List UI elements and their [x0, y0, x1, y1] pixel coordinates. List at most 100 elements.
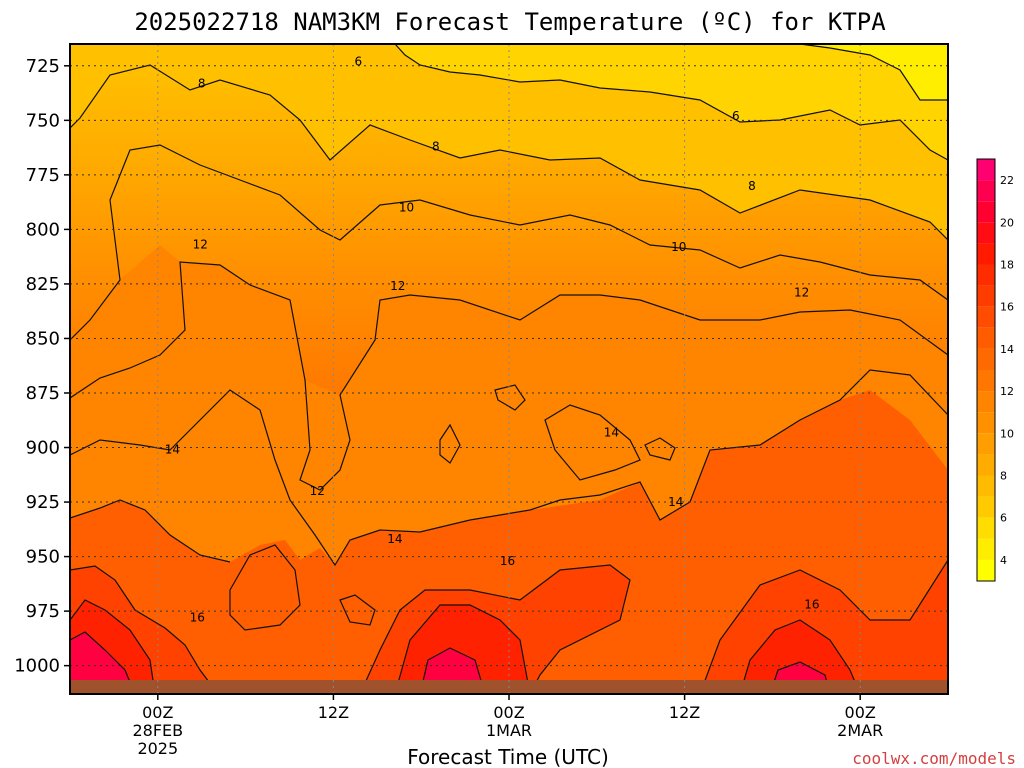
contour-label: 16 [804, 598, 819, 612]
contour-label: 14 [387, 532, 402, 546]
contour-label: 6 [354, 54, 362, 68]
contour-16b [359, 564, 631, 694]
colorbar: 4 6 8 10 12 14 16 18 20 22 [976, 158, 1014, 582]
contour-20b [419, 647, 486, 694]
y-tick-label: 925 [26, 492, 60, 513]
colorbar-tick-label: 6 [1000, 512, 1007, 525]
colorbar-swatch [977, 201, 995, 223]
contour-label: 12 [390, 279, 405, 293]
colorbar-swatch [977, 559, 995, 581]
contour-label: 8 [432, 140, 440, 154]
y-tick-label: 950 [26, 547, 60, 568]
y-tick-label: 875 [26, 383, 60, 404]
colorbar-tick-label: 20 [1000, 216, 1014, 229]
contour-label: 8 [198, 76, 206, 90]
contour-island-6 [339, 594, 376, 626]
colorbar-swatch [977, 243, 995, 265]
y-axis: 725 750 775 800 825 850 875 900 925 950 975 1000 [14, 56, 70, 677]
y-tick-label: 800 [26, 219, 60, 240]
colorbar-tick-label: 18 [1000, 259, 1014, 272]
colorbar-swatch [977, 412, 995, 434]
contour-label: 14 [668, 495, 683, 509]
credit-text: coolwx.com/models [852, 749, 1016, 768]
contour-island-2 [494, 384, 526, 411]
x-axis-label: Forecast Time (UTC) [407, 745, 609, 768]
colorbar-swatch [977, 159, 995, 181]
contour-label: 10 [671, 240, 686, 254]
region-upper-6 [395, 44, 948, 160]
region-20-left [70, 632, 135, 694]
colorbar-tick-label: 12 [1000, 385, 1014, 398]
colorbar-tick-label: 8 [1000, 470, 1007, 483]
region-18-right [740, 620, 860, 694]
contour-18c [739, 619, 861, 694]
contour-label: 12 [794, 286, 809, 300]
colorbar-swatch [977, 285, 995, 307]
contour-label: 16 [500, 554, 515, 568]
grid-vertical [157, 44, 861, 694]
x-tick-label: 12Z [669, 703, 700, 722]
colorbar-swatch [977, 306, 995, 328]
contour-8 [70, 64, 948, 241]
contour-10 [70, 144, 948, 341]
contour-20a [70, 631, 136, 694]
x-tick-label: 00Z [493, 703, 524, 722]
colorbar-tick-label: 14 [1000, 343, 1014, 356]
contour-14 [70, 369, 948, 567]
colorbar-swatch [977, 475, 995, 497]
contour-label: 10 [399, 201, 414, 215]
colorbar-swatch [977, 538, 995, 560]
contour-14b [70, 499, 231, 563]
x-tick-label: 12Z [318, 703, 349, 722]
colorbar-swatch [977, 517, 995, 539]
colorbar-swatch [977, 496, 995, 518]
contour-label: 12 [193, 238, 208, 252]
contour-label: 14 [604, 425, 619, 439]
contour-12 [70, 261, 948, 491]
contour-label: 8 [748, 179, 756, 193]
contour-4 [640, 44, 948, 101]
colorbar-swatch [977, 180, 995, 202]
x-tick-label: 00Z [845, 703, 876, 722]
contour-island-4 [644, 437, 676, 461]
colorbar-swatch [977, 264, 995, 286]
y-tick-label: 900 [26, 438, 60, 459]
y-tick-label: 1000 [14, 656, 60, 677]
colorbar-tick-label: 16 [1000, 301, 1014, 314]
colorbar-swatch [977, 327, 995, 349]
contour-label: 14 [165, 443, 180, 457]
contour-labels: 6 8 6 8 8 10 10 12 12 12 14 14 12 14 14 16 16 16 [165, 54, 820, 625]
contour-18b [394, 604, 531, 694]
x-tick-date: 1MAR [486, 721, 532, 740]
x-tick-date: 28FEB [132, 721, 183, 740]
y-tick-label: 975 [26, 601, 60, 622]
colorbar-swatch [977, 454, 995, 476]
y-tick-label: 725 [26, 56, 60, 77]
colorbar-swatch [977, 391, 995, 413]
contour-label: 16 [190, 611, 205, 625]
y-tick-label: 850 [26, 328, 60, 349]
contour-6 [394, 44, 948, 161]
region-upper-4 [640, 44, 948, 100]
y-tick-label: 750 [26, 110, 60, 131]
contour-label: 12 [310, 484, 325, 498]
colorbar-tick-label: 22 [1000, 174, 1014, 187]
colorbar-swatch [977, 222, 995, 244]
contour-island-1 [439, 423, 461, 464]
colorbar-frame [976, 158, 996, 582]
y-tick-label: 825 [26, 274, 60, 295]
colorbar-swatch [977, 348, 995, 370]
contour-island-3 [544, 404, 641, 481]
x-tick-label: 00Z [142, 703, 173, 722]
y-tick-label: 775 [26, 165, 60, 186]
chart-title: 2025022718 NAM3KM Forecast Temperature (… [134, 8, 886, 36]
contour-16c [699, 559, 948, 694]
x-tick-date: 2MAR [837, 721, 883, 740]
colorbar-tick-label: 10 [1000, 427, 1014, 440]
contour-island-5 [229, 544, 301, 631]
contour-label: 6 [732, 109, 740, 123]
x-tick-year: 2025 [137, 739, 178, 758]
colorbar-tick-label: 4 [1000, 554, 1007, 567]
